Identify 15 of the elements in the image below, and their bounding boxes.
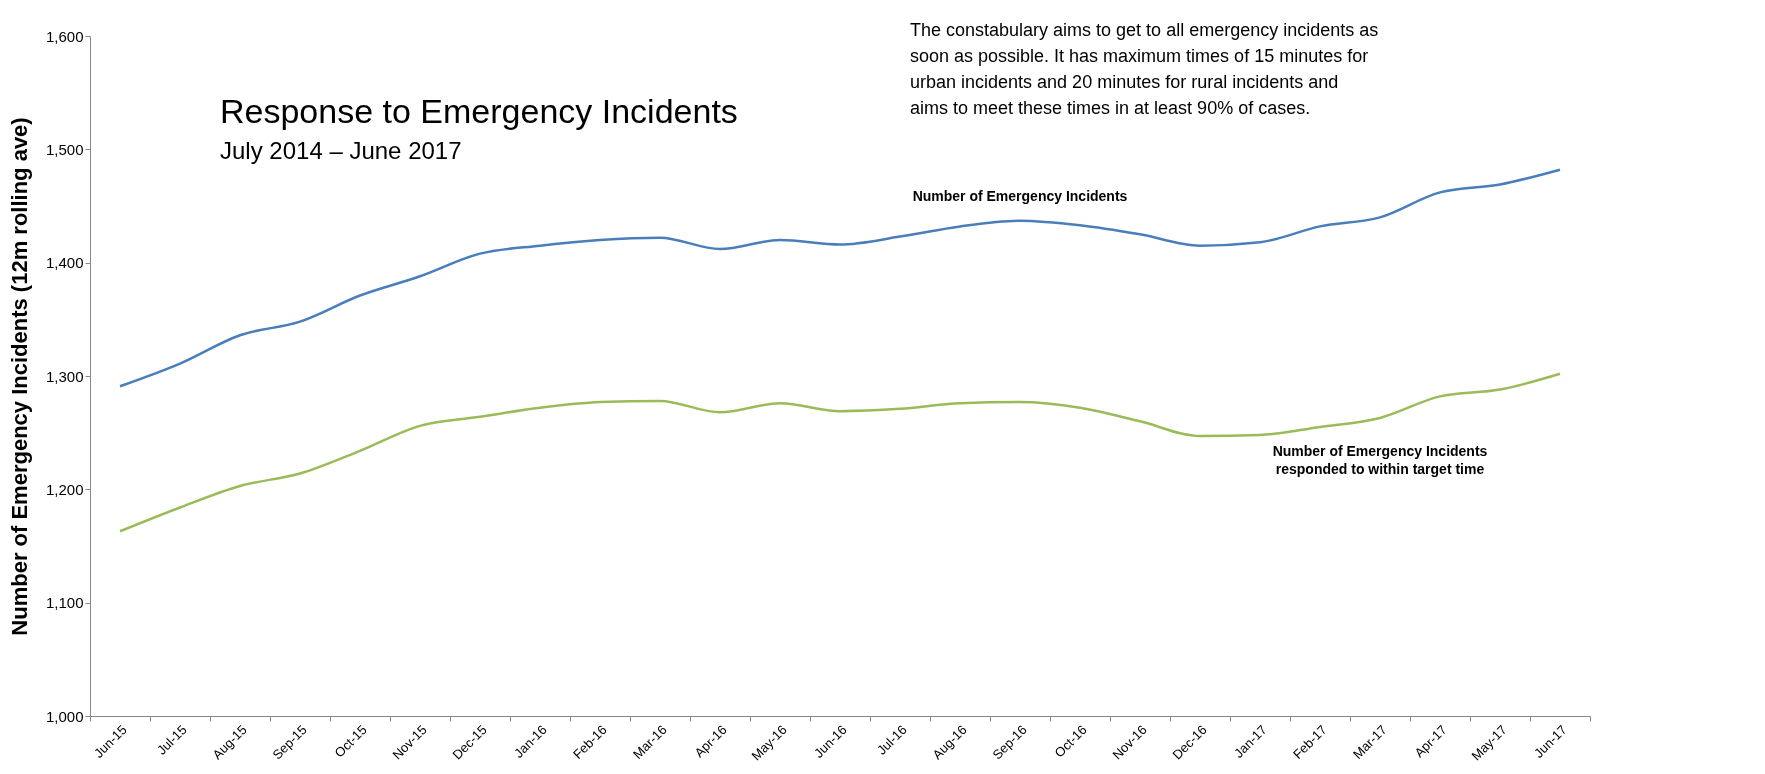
y-tick-label: 1,200 [45, 480, 84, 498]
y-axis-title: Number of Emergency Incidents (12m rolling ave) [6, 117, 32, 636]
y-tick-label: 1,000 [45, 707, 84, 725]
line-series [118, 168, 1562, 388]
text: Response to Emergency Incidents [220, 92, 738, 130]
y-tick-label: 1,500 [45, 140, 84, 158]
series-label: Number of Emergency Incidents [912, 187, 1128, 204]
y-tick-label: 1,100 [45, 594, 84, 612]
annotation: The constabulary aims to get to all emergency incidents as soon as possible. It has maximum times of 15 minutes for urban incidents and 20 minutes for rural incidents and aims to meet these times in at least 90% of cases. [910, 20, 1379, 118]
series-label: Number of Emergency Incidents responded to within target time [1272, 442, 1488, 477]
line-series [118, 372, 1562, 533]
y-tick-label: 1,600 [45, 27, 84, 45]
y-tick-label: 1,300 [45, 367, 84, 385]
y-tick-label: 1,400 [45, 254, 84, 272]
text: July 2014 – June 2017 [220, 137, 462, 164]
